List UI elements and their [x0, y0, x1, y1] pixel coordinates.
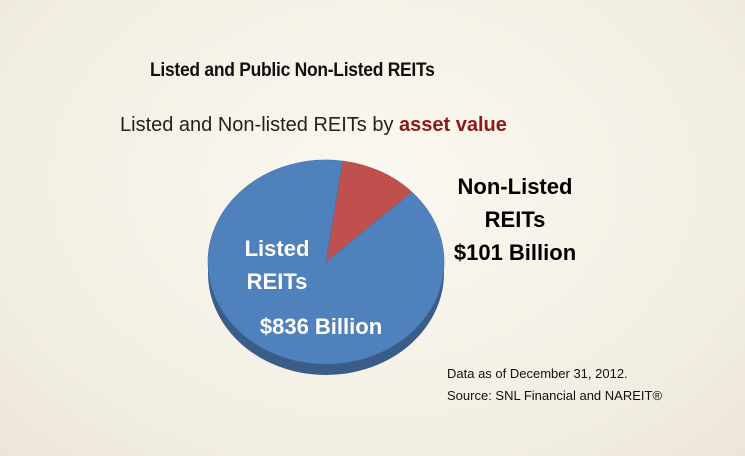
- slice-label: Listed REITs: [244, 236, 310, 294]
- value-label: $101 Billion: [453, 240, 577, 265]
- note: Source: SNL Financial and NAREIT®: [447, 388, 663, 403]
- slice: [325, 160, 413, 263]
- note: Data as of December 31, 2012.: [447, 366, 628, 381]
- slice: [207, 159, 445, 365]
- chart-title: Listed and Public Non-Listed REITs: [150, 60, 435, 81]
- value-label: $836 Billion: [259, 314, 383, 339]
- slice-label: Non-Listed REITs: [457, 174, 573, 232]
- subtitle-text: Listed and Non-listed REITs by: [120, 114, 394, 136]
- subtitle-emphasis: asset value: [399, 114, 507, 136]
- chart-subtitle: Listed and Non-listed REITs by asset val…: [120, 114, 507, 137]
